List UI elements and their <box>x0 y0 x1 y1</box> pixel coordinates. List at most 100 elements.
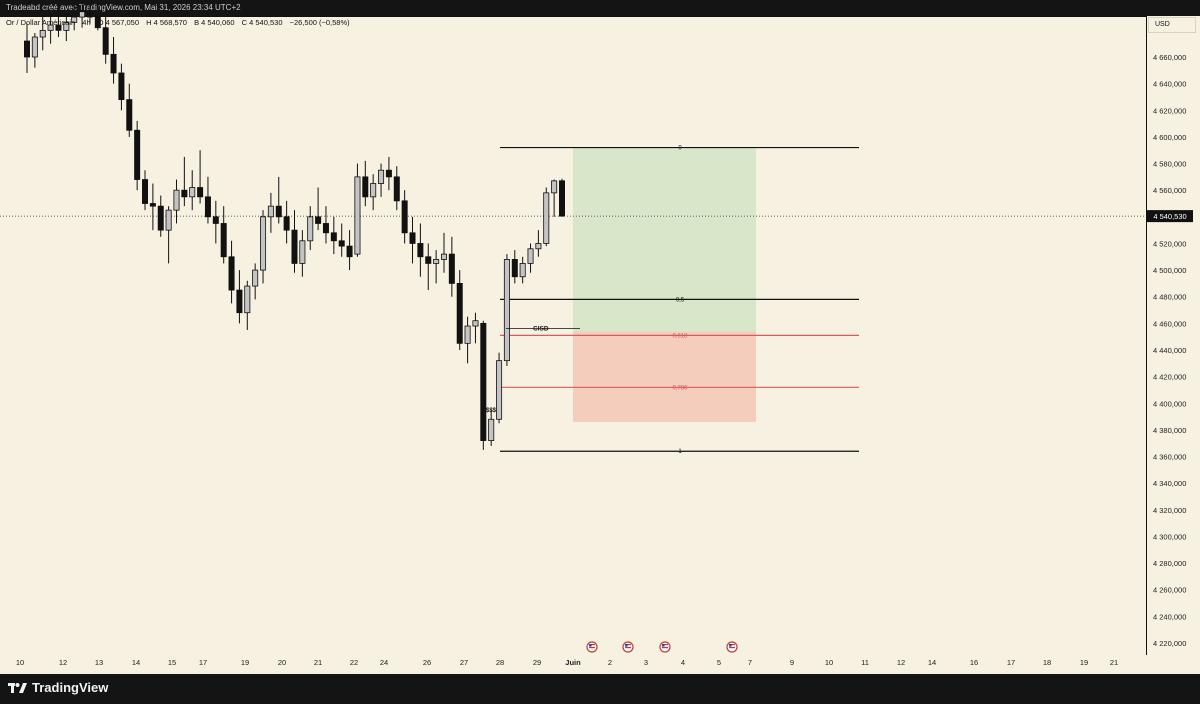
candle-body <box>236 289 243 314</box>
candle-body <box>417 243 424 258</box>
x-tick-label: 7 <box>748 658 752 667</box>
x-tick-label: 9 <box>790 658 794 667</box>
y-tick-label: 4 660,000 <box>1153 53 1186 62</box>
candle-body <box>440 253 447 260</box>
x-tick-label: 27 <box>460 658 468 667</box>
x-tick-label: Juin <box>565 658 581 667</box>
tradingview-logo[interactable]: TradingView <box>8 680 108 695</box>
candle-body <box>212 216 219 224</box>
candle-body <box>322 223 329 234</box>
y-tick-label: 4 480,000 <box>1153 293 1186 302</box>
candle-body <box>86 11 93 18</box>
open-value: O 4 567,050 <box>97 18 140 27</box>
x-tick-label: 17 <box>199 658 207 667</box>
us-event-flag-icon <box>659 641 671 653</box>
candle-body <box>134 129 141 180</box>
y-tick-label: 4 460,000 <box>1153 319 1186 328</box>
candle-body <box>543 192 550 244</box>
candle-body <box>126 99 133 131</box>
x-tick-label: 2 <box>608 658 612 667</box>
y-tick-label: 4 380,000 <box>1153 426 1186 435</box>
candle-body <box>378 169 385 184</box>
candle-body <box>315 216 322 224</box>
candle-body <box>149 203 156 207</box>
x-tick-label: 14 <box>132 658 140 667</box>
chart-pane[interactable] <box>0 16 1147 655</box>
candle-body <box>165 209 172 231</box>
x-tick-label: 12 <box>897 658 905 667</box>
candlestick-chart[interactable]: 4 660,000 4 640,000 4 620,000 4 600,000 4 58… <box>0 0 1200 674</box>
y-tick-label: 4 220,000 <box>1153 639 1186 648</box>
candle-body <box>559 180 566 217</box>
candle-body <box>448 253 455 284</box>
x-tick-label: 16 <box>970 658 978 667</box>
x-tick-label: 17 <box>1007 658 1015 667</box>
candle-body <box>307 216 314 242</box>
x-tick-label: 22 <box>350 658 358 667</box>
y-tick-label: 4 640,000 <box>1153 80 1186 89</box>
header-bar: Tradeabd créé avec TradingView.com, Mai … <box>0 0 1200 16</box>
x-tick-label: 29 <box>533 658 541 667</box>
x-tick-label: 20 <box>278 658 286 667</box>
y-tick-label: 4 260,000 <box>1153 586 1186 595</box>
candle-body <box>110 53 117 74</box>
y-tick-label: 4 280,000 <box>1153 559 1186 568</box>
candle-body <box>519 263 526 278</box>
x-tick-label: 19 <box>241 658 249 667</box>
flag-stripe <box>729 647 735 649</box>
x-tick-label: 12 <box>59 658 67 667</box>
us-event-flag-icon <box>726 641 738 653</box>
candle-body <box>291 229 298 264</box>
candle-body <box>228 256 235 291</box>
candle-body <box>456 283 463 344</box>
x-tick-label: 4 <box>681 658 685 667</box>
candle-body <box>204 196 211 218</box>
x-tick-label: 21 <box>314 658 322 667</box>
candle-body <box>118 72 125 101</box>
x-tick-label: 15 <box>168 658 176 667</box>
cisd-label: CISD <box>533 325 549 332</box>
candle-body <box>330 232 337 242</box>
flag-canton <box>662 644 665 647</box>
flag-canton <box>625 644 628 647</box>
candle-body <box>299 240 306 264</box>
fib-level-label: 0 <box>678 146 682 152</box>
candle-body <box>189 187 196 198</box>
y-tick-label: 4 300,000 <box>1153 532 1186 541</box>
candle-body <box>503 259 510 362</box>
high-value: H 4 568,570 <box>146 18 187 27</box>
x-tick-label: 21 <box>1110 658 1118 667</box>
candle-body <box>181 189 188 198</box>
candle-body <box>385 169 392 178</box>
candle-body <box>527 248 534 264</box>
us-event-flag-icon <box>586 641 598 653</box>
x-tick-label: 5 <box>717 658 721 667</box>
x-tick-label: 19 <box>1080 658 1088 667</box>
timeframe[interactable]: 4h <box>82 18 91 27</box>
y-tick-label: 4 600,000 <box>1153 133 1186 142</box>
flag-stripe <box>729 644 735 646</box>
y-tick-label: 4 560,000 <box>1153 186 1186 195</box>
target-zone <box>573 147 756 332</box>
stop-zone <box>573 331 756 422</box>
change-value: −26,500 (−0,58%) <box>289 18 350 27</box>
candle-body <box>338 240 345 247</box>
symbol-legend: Or / Dollar Américain 4h O 4 567,050 H 4… <box>6 18 355 27</box>
candle-body <box>39 29 46 38</box>
candle-body <box>464 325 471 344</box>
fib-level-label: 0,786 <box>672 385 688 391</box>
x-tick-label: 3 <box>644 658 648 667</box>
x-tick-label: 24 <box>380 658 388 667</box>
symbol-name[interactable]: Or / Dollar Américain <box>6 18 76 27</box>
candle-body <box>362 176 369 198</box>
y-tick-label: 4 340,000 <box>1153 479 1186 488</box>
candle-body <box>433 259 440 264</box>
candle-body <box>283 216 290 231</box>
candle-body <box>472 320 479 327</box>
candle-body <box>31 36 38 58</box>
flag-canton <box>729 644 732 647</box>
currency-selector[interactable]: USD <box>1148 17 1196 33</box>
fib-level-label: 0,618 <box>672 333 688 339</box>
candle-body <box>55 24 62 31</box>
flag-stripe <box>662 647 668 649</box>
